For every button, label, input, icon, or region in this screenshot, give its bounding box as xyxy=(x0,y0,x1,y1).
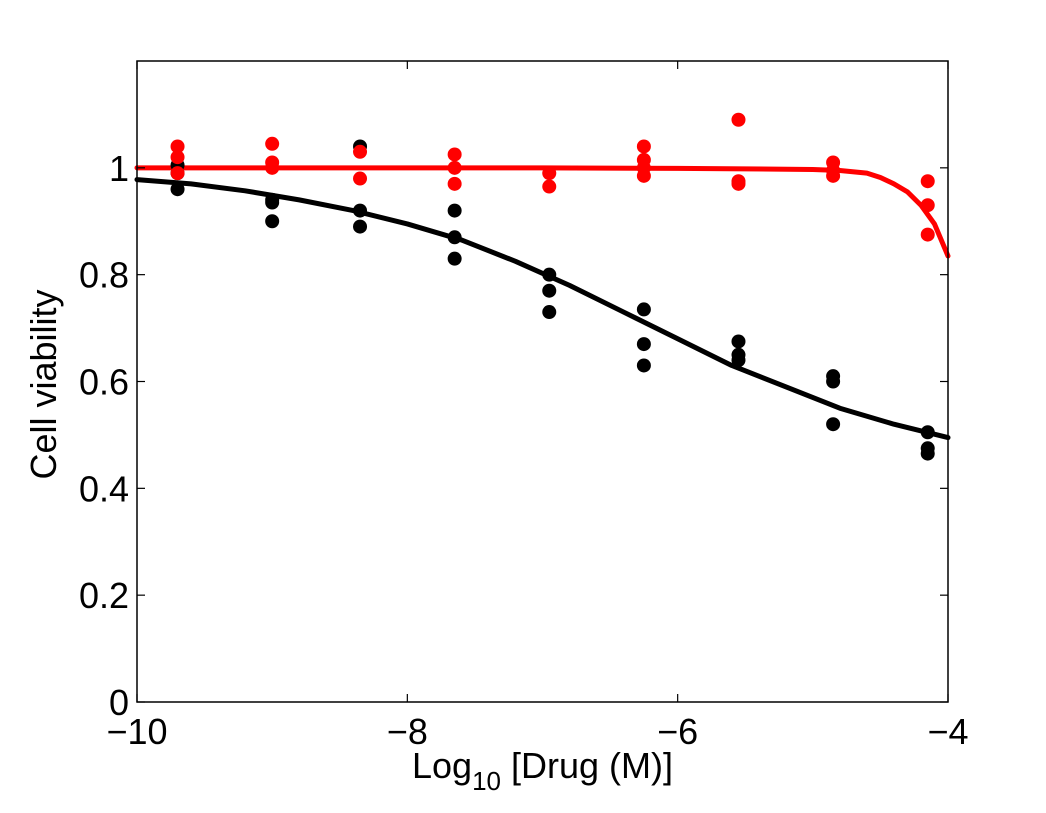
x-tick-label-0: −10 xyxy=(106,711,167,752)
data-point-series-1-8 xyxy=(447,176,462,191)
x-axis-label: Log10 [Drug (M)] xyxy=(412,745,673,796)
x-tick-label-1: −8 xyxy=(387,711,428,752)
y-tick-label-2: 0.4 xyxy=(79,468,129,509)
data-point-series-1-16 xyxy=(636,139,651,154)
data-point-series-1-25 xyxy=(920,174,935,189)
data-point-series-1-23 xyxy=(920,227,935,242)
data-point-series-0-11 xyxy=(447,203,462,218)
data-point-series-0-25 xyxy=(920,441,935,456)
data-point-series-1-1 xyxy=(170,150,185,165)
x-tick-label-2: −6 xyxy=(657,711,698,752)
y-tick-label-1: 0.2 xyxy=(79,575,129,616)
data-point-series-0-20 xyxy=(731,334,746,349)
data-point-series-1-19 xyxy=(731,112,746,127)
fit-lines xyxy=(134,165,951,441)
y-tick-label-0: 0 xyxy=(109,682,129,723)
data-point-series-0-16 xyxy=(636,337,651,352)
data-point-series-0-13 xyxy=(542,283,557,298)
y-axis-label: Cell viability xyxy=(23,289,64,479)
data-point-series-1-11 xyxy=(542,179,557,194)
data-point-series-1-5 xyxy=(265,136,280,151)
x-tick-label-3: −4 xyxy=(927,711,968,752)
data-point-series-1-9 xyxy=(447,160,462,175)
data-point-series-0-6 xyxy=(353,219,368,234)
data-point-series-1-4 xyxy=(265,155,280,170)
y-tick-label-4: 0.8 xyxy=(79,255,129,296)
data-point-series-0-21 xyxy=(826,417,841,432)
data-points xyxy=(170,112,935,461)
y-tick-label-3: 0.6 xyxy=(79,362,129,403)
y-tick-label-5: 1 xyxy=(109,148,129,189)
data-point-series-0-0 xyxy=(170,182,185,197)
data-point-series-0-10 xyxy=(447,230,462,245)
data-point-series-1-10 xyxy=(447,147,462,162)
data-point-series-0-14 xyxy=(542,267,557,282)
x-axis-label-suffix: [Drug (M)] xyxy=(501,745,673,786)
data-point-series-1-22 xyxy=(826,155,841,170)
fit-line-series-1 xyxy=(134,165,951,259)
data-point-series-0-26 xyxy=(920,425,935,440)
data-point-series-1-18 xyxy=(731,174,746,189)
x-axis-label-subscript: 10 xyxy=(472,766,501,796)
data-point-series-0-23 xyxy=(826,369,841,384)
data-point-series-0-3 xyxy=(265,214,280,229)
data-point-series-1-6 xyxy=(353,171,368,186)
data-point-series-1-2 xyxy=(170,139,185,154)
data-point-series-1-7 xyxy=(353,144,368,159)
data-point-series-0-19 xyxy=(731,347,746,362)
data-point-series-0-12 xyxy=(542,305,557,320)
data-point-series-0-5 xyxy=(265,192,280,207)
tick-labels: −10 −8 −6 −4 0 0.2 0.4 0.6 0.8 1 xyxy=(79,148,969,752)
data-point-series-1-24 xyxy=(920,198,935,213)
data-point-series-1-12 xyxy=(542,166,557,181)
data-point-series-0-9 xyxy=(447,251,462,266)
data-point-series-0-7 xyxy=(353,203,368,218)
data-point-series-1-15 xyxy=(636,152,651,167)
axis-ticks xyxy=(136,61,949,703)
data-point-series-0-15 xyxy=(636,358,651,373)
data-point-series-0-17 xyxy=(636,302,651,317)
data-point-series-1-0 xyxy=(170,166,185,181)
x-axis-label-prefix: Log xyxy=(412,745,472,786)
fit-line-series-0 xyxy=(134,177,951,441)
